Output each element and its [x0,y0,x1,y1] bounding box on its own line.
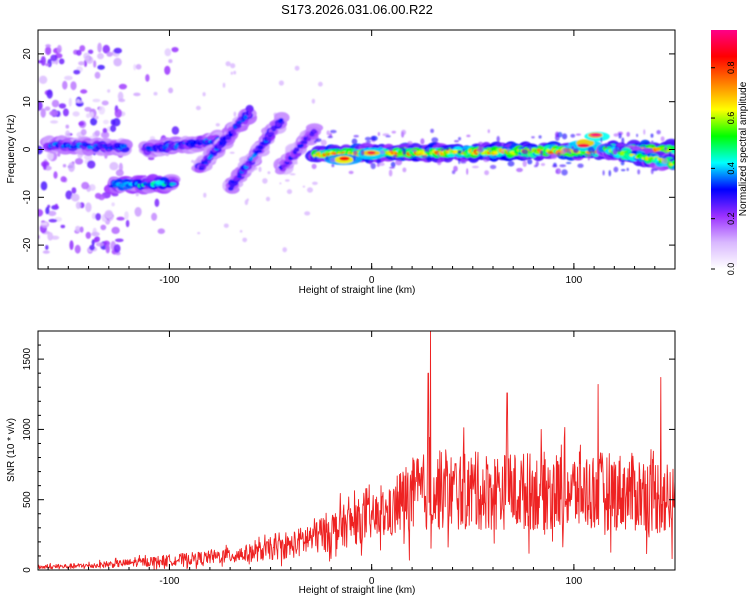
spectrogram-xlabel: Height of straight line (km) [299,285,416,296]
y-tick-label: 0 [22,567,33,573]
colorbar-bar [711,30,737,269]
ridge-peak-2 [358,147,386,160]
snr-series-line [38,331,675,570]
x-tick-label: -100 [159,275,179,286]
ridge-peak-1 [324,154,363,166]
ridge-halo-noise [311,128,672,177]
ridge-main-band [305,138,675,164]
colorbar: 0.0 0.2 0.4 0.6 0.8 Normalized spectral ampl… [711,30,749,275]
colorbar-tick-label: 0.2 [726,212,736,225]
ridge-early-band [39,135,133,157]
colorbar-tick-label: 0.4 [726,162,736,175]
colorbar-ticks: 0.0 0.2 0.4 0.6 0.8 [711,61,736,275]
ridge-upper-band [138,129,228,158]
ridge-peak-4 [584,131,610,142]
y-tick-label: 20 [22,48,33,60]
colorbar-label: Normalized spectral amplitude [738,81,749,216]
y-tick-label: 10 [22,96,33,108]
y-tick-label: -10 [22,190,33,205]
colorbar-tick-label: 0.0 [726,263,736,276]
figure-title: S173.2026.031.06.00.R22 [281,2,433,17]
snr-xlabel: Height of straight line (km) [299,585,416,596]
ridge-rising-band-1 [191,104,257,173]
x-tick-label: 100 [566,275,583,286]
ridge-rising-band-2 [222,112,290,194]
x-tick-label: 0 [369,576,375,587]
y-tick-label: -20 [22,237,33,252]
y-tick-label: 500 [22,491,33,508]
colorbar-tick-label: 0.8 [726,61,736,74]
y-tick-label: 1000 [22,418,33,441]
spectrogram-ylabel: Frequency (Hz) [6,115,17,184]
snr-frame [37,330,676,571]
snr-ylabel: SNR (10 * v/v) [6,418,17,482]
spectrogram-heat [38,42,675,256]
y-tick-label: 1500 [22,348,33,371]
x-tick-label: -100 [159,576,179,587]
ridge-lower-band [103,174,181,195]
x-tick-label: 100 [566,576,583,587]
colorbar-tick-label: 0.6 [726,112,736,125]
y-tick-label: 0 [22,146,33,152]
x-tick-label: 0 [369,275,375,286]
